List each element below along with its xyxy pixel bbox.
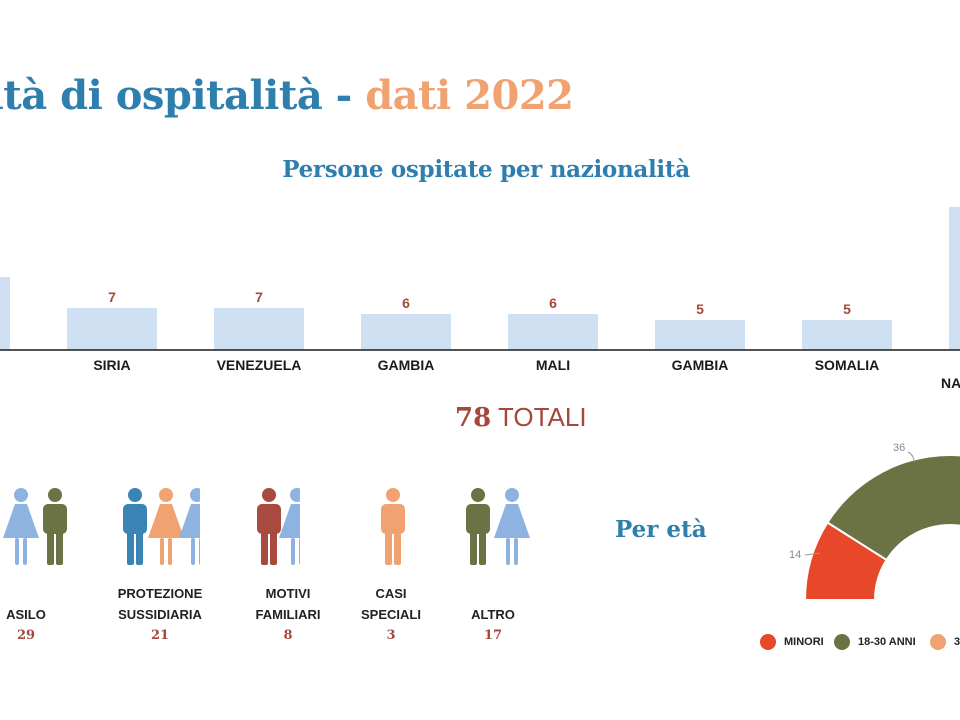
permit-value: 3 — [386, 628, 396, 643]
legend-item: MINORI — [760, 634, 824, 650]
bar-venezuela-1 — [214, 308, 304, 350]
man-figure-icon — [123, 488, 147, 565]
totals-line: 78 TOTALI — [455, 402, 587, 433]
permit-value: 8 — [283, 628, 293, 643]
legend-item: 3 — [930, 634, 960, 650]
woman-figure-icon — [3, 488, 39, 565]
permit-figures-2 — [252, 488, 300, 572]
bar-value-label: 5 — [843, 301, 851, 317]
x-tick-label: SIRIA — [93, 357, 130, 373]
man-figure-icon — [466, 488, 490, 565]
page-headline: nità di ospitalità - dati 2022 — [0, 72, 574, 119]
x-tick-label: GAMBIA — [672, 357, 729, 373]
man-figure-icon — [381, 488, 405, 565]
bar-mali-3 — [508, 314, 598, 350]
permit-figures-0 — [0, 488, 76, 572]
permit-figures-4 — [463, 488, 533, 572]
bar-gambia-2 — [361, 314, 451, 350]
permit-label: ASILO — [0, 604, 91, 625]
bar-cropped-left — [0, 277, 10, 350]
headline-separator: - — [322, 72, 366, 119]
permit-value: 29 — [16, 628, 36, 643]
nationality-bar-chart: 7 SIRIA 7 VENEZUELA 6 GAMBIA 6 MALI 5 GAMBIA 5 SOMA… — [0, 207, 960, 391]
permit-value: 21 — [150, 628, 170, 643]
bar-gambia-4 — [655, 320, 745, 350]
legend-color-dot — [930, 634, 946, 650]
bar-siria-0 — [67, 308, 157, 350]
woman-figure-icon — [494, 488, 530, 565]
donut-slice-0 — [803, 521, 888, 601]
donut-leader-line — [907, 451, 915, 463]
donut-leader-line — [804, 552, 821, 556]
bar-cropped-right — [949, 207, 960, 350]
permit-figures-1 — [118, 488, 200, 572]
permit-label-line2: SUSSIDIARIA — [118, 607, 202, 622]
permit-label: ALTRO — [428, 604, 558, 625]
woman-figure-icon — [179, 488, 200, 565]
bar-somalia-5 — [802, 320, 892, 350]
bar-value-label: 6 — [402, 295, 410, 311]
permit-value: 17 — [483, 628, 503, 643]
donut-value-label: 36 — [893, 442, 905, 454]
donut-slice-1 — [826, 454, 960, 562]
bar-value-label: 7 — [255, 289, 263, 305]
legend-label: MINORI — [784, 636, 824, 648]
permit-label-line1: ASILO — [6, 607, 46, 622]
permit-label-line1: ALTRO — [471, 607, 515, 622]
x-tick-label: VENEZUELA — [217, 357, 302, 373]
totals-number: 78 — [455, 403, 492, 433]
woman-figure-icon — [148, 488, 184, 565]
x-tick-label: GAMBIA — [378, 357, 435, 373]
man-figure-icon — [43, 488, 67, 565]
permit-label-line2: FAMILIARI — [255, 607, 321, 622]
permit-label: MOTIVI FAMILIARI — [223, 583, 353, 625]
legend-label: 3 — [954, 636, 960, 648]
bar-value-label: 6 — [549, 295, 557, 311]
age-chart-title: Per età — [615, 516, 707, 543]
man-figure-icon — [257, 488, 281, 565]
permit-label: CASI SPECIALI — [326, 583, 456, 625]
totals-label: TOTALI — [497, 402, 587, 432]
x-tick-label: NA — [941, 375, 960, 391]
bar-value-label: 5 — [696, 301, 704, 317]
legend-color-dot — [834, 634, 850, 650]
donut-value-label: 14 — [789, 549, 801, 561]
permit-label-line1: CASI — [375, 586, 407, 601]
permit-label-line1: PROTEZIONE — [117, 586, 203, 601]
legend-label: 18-30 ANNI — [858, 636, 916, 648]
headline-year: dati 2022 — [365, 72, 574, 119]
x-tick-label: MALI — [536, 357, 570, 373]
legend-item: 18-30 ANNI — [834, 634, 916, 650]
headline-main: nità di ospitalità — [0, 72, 323, 119]
permit-label-line1: MOTIVI — [265, 586, 311, 601]
x-tick-label: SOMALIA — [815, 357, 880, 373]
bar-value-label: 7 — [108, 289, 116, 305]
permit-label: PROTEZIONE SUSSIDIARIA — [95, 583, 225, 625]
permit-label-line2: SPECIALI — [361, 607, 421, 622]
permit-figures-3 — [378, 488, 408, 572]
woman-figure-icon — [279, 488, 300, 565]
legend-color-dot — [760, 634, 776, 650]
nationality-chart-title: Persone ospitate per nazionalità — [282, 156, 690, 183]
